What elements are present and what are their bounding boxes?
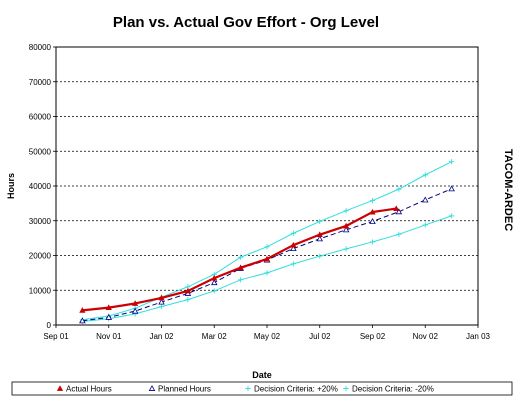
plot-area xyxy=(55,46,479,326)
data-point xyxy=(148,385,156,391)
x-tick-label: Mar 02 xyxy=(202,332,227,341)
data-point xyxy=(79,317,86,324)
data-point xyxy=(264,270,270,276)
data-point xyxy=(211,274,218,281)
data-point xyxy=(422,222,428,228)
data-point xyxy=(369,218,376,224)
y-axis-label: Hours xyxy=(6,173,16,199)
data-point xyxy=(422,172,428,178)
data-point xyxy=(158,303,165,310)
data-point xyxy=(131,307,139,314)
data-point xyxy=(317,253,323,259)
x-axis-label: Date xyxy=(252,370,272,380)
legend-label: Planned Hours xyxy=(158,385,211,394)
chart-title: Plan vs. Actual Gov Effort - Org Level xyxy=(113,14,379,31)
data-point xyxy=(369,239,376,245)
data-point xyxy=(395,208,403,215)
data-point xyxy=(238,277,244,283)
legend-entry: Decision Criteria: -20% xyxy=(343,385,434,394)
data-point xyxy=(263,255,271,262)
data-point xyxy=(396,186,402,192)
legend-entry: Planned Hours xyxy=(148,385,211,394)
data-point xyxy=(343,208,349,214)
data-point xyxy=(158,294,165,301)
legend-label: Actual Hours xyxy=(66,385,112,394)
data-point xyxy=(448,185,455,192)
data-point xyxy=(449,159,455,165)
data-point xyxy=(238,254,244,260)
x-tick-label: Sep 02 xyxy=(360,332,386,341)
data-point xyxy=(316,235,324,242)
series-actual-hours xyxy=(79,205,400,313)
y-tick-label: 80000 xyxy=(29,43,52,52)
y-tick-label: 70000 xyxy=(29,78,52,87)
x-tick-label: May 02 xyxy=(254,332,281,341)
data-point xyxy=(290,241,297,248)
x-tick-label: Jan 02 xyxy=(149,332,174,341)
legend-items: Actual Hours Planned Hours Decision Criter… xyxy=(56,385,434,394)
data-point xyxy=(317,218,323,225)
data-point xyxy=(393,205,400,211)
data-point xyxy=(369,197,376,204)
data-point xyxy=(79,307,86,313)
legend xyxy=(11,381,513,396)
x-axis: Sep 01 Nov 01 Jan 02 Mar 02 May 02 Jul 02 Sep … xyxy=(43,325,491,341)
data-point xyxy=(237,264,244,271)
y-tick-label: 20000 xyxy=(29,252,52,261)
data-point xyxy=(211,288,217,294)
y-axis: 0 10000 20000 30000 40000 50000 60000 70000 8000… xyxy=(29,43,56,330)
data-point xyxy=(343,246,349,252)
y-tick-label: 50000 xyxy=(29,147,52,156)
data-point xyxy=(290,230,296,236)
legend-entry: Decision Criteria: +20% xyxy=(245,385,338,394)
data-point xyxy=(449,213,455,219)
y-tick-label: 40000 xyxy=(29,182,52,191)
y-tick-label: 30000 xyxy=(29,217,52,226)
data-point xyxy=(396,231,402,237)
data-point xyxy=(184,287,191,294)
y-tick-label: 60000 xyxy=(29,113,52,122)
data-point xyxy=(105,304,112,311)
data-point xyxy=(369,208,376,215)
y-tick-label: 10000 xyxy=(29,286,52,295)
data-point xyxy=(105,313,113,320)
side-label: TACOM-ARDEC xyxy=(502,149,514,231)
data-point xyxy=(132,300,139,306)
series-layer xyxy=(79,159,455,325)
data-point xyxy=(56,385,64,391)
data-point xyxy=(342,226,350,233)
data-point xyxy=(158,298,165,305)
x-tick-label: Jan 03 xyxy=(466,332,491,341)
data-point xyxy=(245,385,251,392)
y-tick-label: 0 xyxy=(47,321,52,330)
data-point xyxy=(343,385,349,392)
x-tick-label: Nov 02 xyxy=(413,332,439,341)
data-point xyxy=(290,245,297,252)
legend-label: Decision Criteria: +20% xyxy=(254,385,338,394)
data-point xyxy=(343,222,350,229)
data-point xyxy=(316,231,323,238)
data-point xyxy=(210,279,218,286)
data-point xyxy=(185,297,191,303)
x-tick-label: Jul 02 xyxy=(309,332,331,341)
x-tick-label: Nov 01 xyxy=(96,332,122,341)
data-point xyxy=(421,196,429,203)
x-tick-label: Sep 01 xyxy=(43,332,69,341)
legend-label: Decision Criteria: -20% xyxy=(352,385,434,394)
legend-entry: Actual Hours xyxy=(56,385,112,394)
data-point xyxy=(290,261,296,267)
data-point xyxy=(264,244,270,250)
